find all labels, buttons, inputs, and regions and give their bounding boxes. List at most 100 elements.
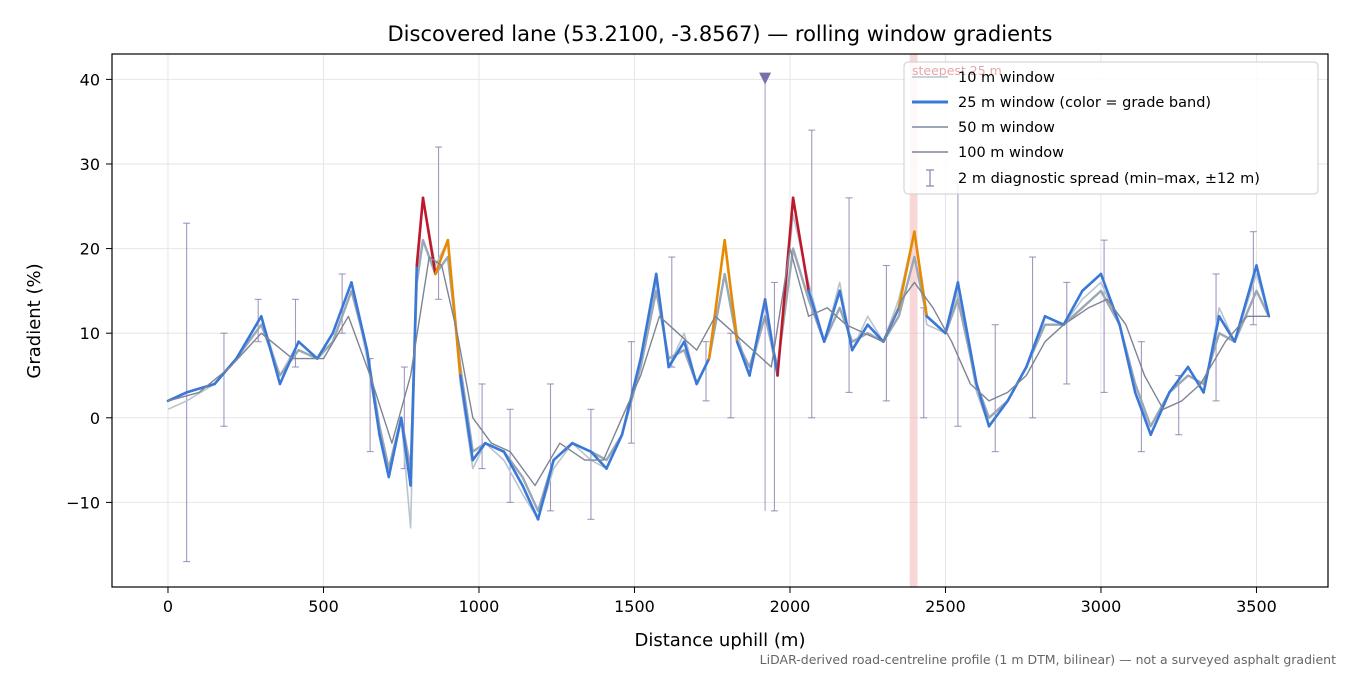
steepest-label: steepest 25 m — [912, 63, 1002, 78]
series-25m-segment — [605, 433, 624, 470]
series-25m-segment — [1099, 272, 1121, 327]
series-25m-segment — [278, 340, 300, 386]
y-ticks: −10 0 10 20 30 40 — [66, 70, 112, 512]
series-25m-segment — [471, 441, 487, 462]
series-25m-segment — [748, 298, 767, 377]
series-25m-segment — [1118, 323, 1137, 394]
series-25m-segment — [838, 289, 854, 352]
series-25m-segment — [185, 382, 216, 394]
series-25m-segment — [1168, 365, 1190, 394]
legend-label-25m: 25 m window (color = grade band) — [958, 95, 1211, 111]
series-25m-segment — [866, 323, 885, 343]
series-25m-segment — [956, 281, 978, 386]
series-25m-segment — [850, 323, 870, 352]
errorbar — [478, 383, 486, 470]
legend-swatch-spread — [926, 169, 934, 187]
errorbar — [668, 256, 676, 368]
series-25m-segment — [987, 399, 1009, 428]
plot-frame — [111, 53, 1329, 588]
series-25m-segment — [399, 416, 412, 487]
series-25m-segment — [350, 281, 369, 352]
series-100m-line — [167, 247, 1269, 487]
series-25m-segment — [723, 238, 739, 343]
footnote: LiDAR-derived road-centreline profile (1… — [760, 652, 1336, 667]
series-25m-segment — [536, 458, 555, 521]
series-25m-segment — [1133, 391, 1153, 437]
series-25m-segment — [570, 441, 593, 453]
series-25m-segment — [913, 230, 929, 318]
series-25m-segment — [552, 441, 574, 462]
errorbar — [770, 281, 778, 512]
series-25m-segment — [791, 196, 810, 293]
chart-title: Discovered lane (53.2100, -3.8567) — rol… — [388, 22, 1053, 46]
series-25m-segment — [378, 433, 391, 479]
x-axis-label: Distance uphill (m) — [635, 630, 806, 651]
series-25m-segment — [446, 238, 462, 377]
series-25m-segment — [925, 314, 947, 335]
x-tick-label: 500 — [308, 597, 339, 616]
x-ticks: 0 500 1000 1500 2000 2500 3000 3500 — [163, 587, 1277, 616]
series-25m-segment — [1149, 391, 1171, 437]
series-25m-segment — [434, 238, 450, 276]
series-25m-segment — [521, 484, 540, 521]
legend-label-spread: 2 m diagnostic spread (min–max, ±12 m) — [958, 171, 1260, 187]
series-25m-segment — [259, 314, 282, 386]
y-tick-label: 20 — [80, 240, 100, 259]
errorbar — [506, 408, 514, 503]
series-25m-segment — [639, 272, 658, 360]
errorbar — [547, 383, 555, 512]
series-25m-segment — [1081, 272, 1103, 293]
legend-box — [903, 61, 1319, 195]
x-tick-label: 3000 — [1081, 597, 1122, 616]
legend-label-10m: 10 m window — [958, 70, 1055, 86]
errorbar — [727, 332, 735, 419]
errorbar — [1100, 239, 1108, 393]
series-25m-segment — [1217, 314, 1237, 343]
series-25m-segment — [1255, 264, 1271, 318]
errorbar — [845, 197, 853, 393]
errorbar — [435, 146, 443, 300]
series-25m-segment — [415, 196, 425, 267]
x-tick-label: 0 — [163, 597, 173, 616]
legend-label-100m: 100 m window — [958, 145, 1064, 161]
y-tick-label: 30 — [80, 155, 100, 174]
y-tick-label: 0 — [90, 409, 100, 428]
x-tick-label: 2500 — [925, 597, 966, 616]
series-25m-segment — [975, 382, 991, 428]
errorbar — [1137, 341, 1145, 453]
series-25m-segment — [1202, 314, 1221, 394]
x-tick-label: 2000 — [770, 597, 811, 616]
series-layer — [166, 129, 1271, 563]
series-25m-segment — [1025, 314, 1047, 369]
errorbar — [808, 129, 816, 419]
series-25m-segment — [763, 298, 779, 377]
series-25m-segment — [331, 281, 353, 335]
series-25m-segment — [409, 264, 419, 487]
series-25m-segment — [654, 272, 670, 369]
legend-label-50m: 50 m window — [958, 120, 1055, 136]
steepest-segment — [909, 54, 918, 587]
marker-layer — [759, 72, 772, 511]
series-25m-segment — [365, 348, 381, 437]
series-25m-segment — [897, 230, 916, 310]
series-25m-segment — [735, 340, 751, 377]
x-tick-label: 1500 — [614, 597, 655, 616]
errorbar — [338, 273, 346, 334]
series-25m-segment — [667, 340, 686, 369]
series-25m-segment — [235, 314, 263, 360]
series-25m-segment — [1062, 289, 1084, 327]
series-25m-segment — [502, 450, 524, 487]
spread-errorbars — [183, 129, 1257, 563]
errorbar — [220, 332, 228, 427]
steepest-band — [909, 54, 918, 587]
series-25m-segment — [695, 357, 711, 386]
series-25m-segment — [807, 289, 826, 343]
marker-triangle — [759, 72, 772, 85]
series-25m-segment — [459, 374, 475, 462]
x-tick-label: 1000 — [459, 597, 500, 616]
series-25m-segment — [315, 331, 335, 360]
series-25m-segment — [682, 340, 698, 386]
y-tick-label: −10 — [66, 493, 100, 512]
errorbar — [587, 408, 595, 520]
